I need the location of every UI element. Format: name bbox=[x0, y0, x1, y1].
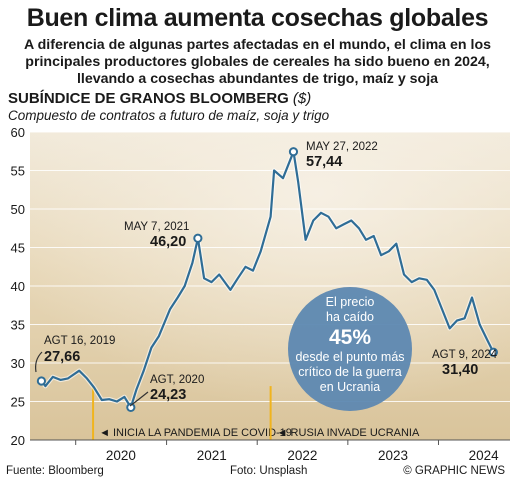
y-tick-label: 45 bbox=[11, 241, 25, 256]
data-point-marker bbox=[126, 402, 136, 413]
x-tick-label: 2023 bbox=[378, 448, 408, 463]
annotation-date: AGT 9, 2024 bbox=[432, 349, 498, 361]
annotation-value: 31,40 bbox=[442, 362, 478, 378]
y-tick-label: 30 bbox=[11, 356, 25, 371]
standfirst: A diferencia de algunas partes afectadas… bbox=[23, 37, 492, 87]
annotation-value: 27,66 bbox=[44, 349, 80, 365]
x-tick-label: 2021 bbox=[197, 448, 227, 463]
chart-unit: ($) bbox=[292, 90, 312, 107]
annotation-date: AGT, 2020 bbox=[150, 374, 204, 386]
callout-text: ha caído bbox=[326, 310, 374, 324]
chart-subtitle: Compuesto de contratos a futuro de maíz,… bbox=[8, 108, 330, 123]
data-point-marker bbox=[36, 376, 47, 386]
x-tick-label: 2022 bbox=[287, 448, 317, 463]
event-label: ◄ RUSIA INVADE UCRANIA bbox=[277, 427, 420, 439]
x-tick-label: 2024 bbox=[469, 448, 500, 463]
data-point-marker bbox=[288, 147, 299, 157]
callout-circle bbox=[288, 287, 412, 411]
y-tick-label: 55 bbox=[11, 164, 25, 179]
annotation-date: MAY 27, 2022 bbox=[306, 141, 378, 153]
data-point-marker bbox=[193, 233, 203, 243]
y-tick-label: 40 bbox=[11, 279, 25, 294]
chart-title-text: SUBÍNDICE DE GRANOS BLOOMBERG bbox=[8, 90, 289, 107]
y-tick-label: 50 bbox=[11, 202, 25, 217]
y-tick-label: 25 bbox=[11, 395, 25, 410]
y-tick-label: 60 bbox=[11, 125, 25, 140]
event-label: ◄ INICIA LA PANDEMIA DE COVID-19 bbox=[99, 427, 292, 439]
annotation-value: 57,44 bbox=[306, 154, 342, 170]
headline: Buen clima aumenta cosechas globales bbox=[26, 4, 489, 32]
callout-text: crítico de la guerra bbox=[298, 365, 402, 379]
series-line bbox=[40, 150, 495, 409]
y-tick-label: 20 bbox=[11, 433, 25, 448]
data-point-marker bbox=[488, 347, 498, 357]
chart-title: SUBÍNDICE DE GRANOS BLOOMBERG ($) bbox=[8, 90, 311, 107]
annotation-arrow bbox=[35, 351, 43, 373]
annotation-date: AGT 16, 2019 bbox=[44, 335, 115, 347]
y-tick-label: 35 bbox=[11, 318, 25, 333]
callout-text: en Ucrania bbox=[320, 380, 380, 394]
callout-big-number: 45% bbox=[329, 326, 371, 349]
annotation-date: MAY 7, 2021 bbox=[124, 221, 189, 233]
x-tick-label: 2020 bbox=[106, 448, 136, 463]
annotation-arrow bbox=[129, 391, 149, 407]
copyright-credit: © GRAPHIC NEWS bbox=[403, 465, 505, 477]
annotation-value: 46,20 bbox=[150, 234, 186, 250]
annotation-value: 24,23 bbox=[150, 387, 186, 403]
callout-text: El precio bbox=[326, 295, 375, 309]
callout-text: desde el punto más bbox=[295, 350, 404, 364]
photo-credit: Foto: Unsplash bbox=[230, 465, 308, 477]
source-note: Fuente: Bloomberg bbox=[6, 465, 104, 477]
